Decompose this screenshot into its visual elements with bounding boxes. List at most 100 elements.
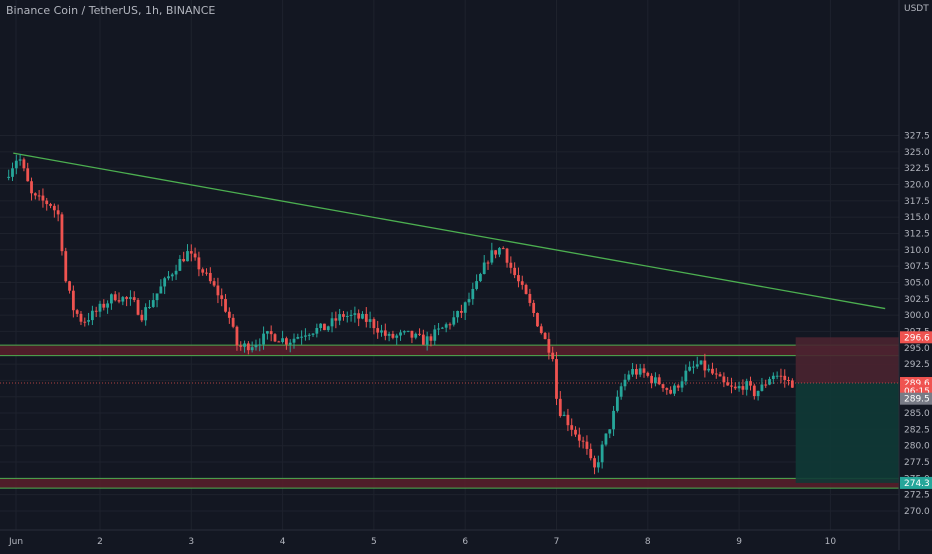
candle-bearish (71, 285, 75, 318)
candle-body (33, 193, 37, 196)
candle-bearish (239, 341, 243, 351)
time-tick-label: 6 (462, 537, 468, 547)
candle-bearish (726, 376, 730, 386)
candle-body (406, 330, 410, 332)
candle-bearish (49, 202, 52, 209)
candle-body (475, 281, 479, 289)
candle-bullish (361, 311, 364, 320)
candle-bearish (68, 280, 71, 294)
candle-bearish (197, 251, 201, 277)
candle-body (208, 272, 212, 282)
candle-bearish (532, 299, 536, 317)
candle-body (83, 321, 87, 323)
candle-bearish (117, 292, 121, 304)
candle-bearish (642, 363, 646, 378)
candle-body (71, 290, 75, 311)
candle-bearish (505, 247, 509, 268)
candle-bearish (722, 372, 726, 388)
candle-bearish (418, 328, 421, 337)
price-label-box (900, 392, 932, 405)
candle-body (94, 310, 98, 312)
candle-bullish (243, 340, 246, 353)
price-label-box (900, 331, 932, 344)
candle-bearish (334, 311, 338, 329)
candle-bullish (619, 382, 623, 400)
candle-body (212, 281, 216, 286)
candle-body (364, 313, 368, 322)
candle-body (577, 434, 581, 441)
price-tick-label: 307.5 (904, 262, 930, 272)
candle-bullish (482, 255, 486, 275)
candle-body (37, 195, 41, 197)
candle-bullish (106, 300, 110, 314)
candle-bearish (140, 309, 144, 323)
candle-body (102, 303, 106, 308)
time-tick-label: 5 (371, 537, 377, 547)
candle-body (619, 386, 623, 397)
candle-body (600, 444, 604, 463)
price-tick-label: 317.5 (904, 197, 930, 207)
price-tick-label: 305.0 (904, 278, 930, 288)
candle-body (524, 284, 528, 294)
candle-body (90, 310, 94, 321)
time-tick-label: 7 (554, 537, 560, 547)
candle-bearish (227, 307, 231, 324)
candle-body (281, 338, 284, 343)
candle-bullish (615, 390, 619, 413)
candle-body (220, 295, 224, 300)
candle-body (288, 342, 292, 345)
candle-body (437, 328, 440, 330)
candle-bearish (593, 455, 596, 475)
candle-bullish (638, 363, 642, 378)
candle-body (68, 281, 71, 291)
candle-body (566, 414, 570, 426)
candle-bearish (56, 204, 60, 222)
candle-body (163, 278, 167, 287)
candle-bearish (52, 203, 56, 218)
price-tick-label: 285.0 (904, 409, 930, 419)
candle-bearish (749, 376, 752, 391)
candle-bullish (349, 309, 353, 322)
candle-bullish (479, 272, 482, 283)
candle-bearish (764, 379, 768, 388)
candle-bearish (193, 247, 197, 261)
candle-body (596, 462, 600, 468)
candle-body (315, 327, 319, 334)
candle-bullish (292, 333, 296, 349)
candle-bullish (699, 360, 703, 366)
candle-bullish (151, 293, 155, 308)
candle-bearish (220, 288, 224, 307)
candle-body (790, 380, 794, 388)
candle-body (357, 313, 361, 319)
candle-bullish (463, 301, 467, 321)
candle-body (326, 326, 330, 331)
candle-bullish (745, 378, 749, 396)
candle-body (562, 414, 566, 416)
candle-bearish (323, 323, 326, 331)
candle-bullish (300, 330, 304, 345)
candle-body (205, 272, 208, 274)
candle-body (425, 336, 429, 345)
candle-body (615, 396, 619, 411)
candle-body (243, 343, 246, 347)
candle-bullish (90, 305, 94, 326)
candle-body (490, 250, 494, 263)
candle-bearish (410, 330, 414, 344)
candle-body (722, 376, 726, 383)
candle-bearish (212, 277, 216, 288)
candle-body (372, 319, 376, 329)
candle-body (456, 310, 459, 318)
symbol-title: Binance Coin / TetherUS, 1h, BINANCE (6, 4, 216, 17)
candle-body (361, 313, 364, 319)
candle-bullish (452, 310, 456, 327)
candle-bullish (627, 370, 631, 382)
candle-bullish (414, 332, 418, 340)
candle-body (330, 318, 334, 327)
candle-body (380, 330, 383, 333)
candle-body (532, 302, 536, 313)
candle-body (189, 251, 193, 254)
candle-bullish (604, 433, 608, 447)
